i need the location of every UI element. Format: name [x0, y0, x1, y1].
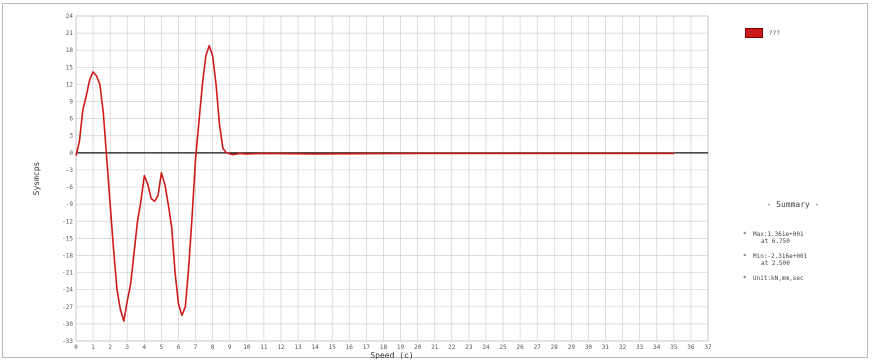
x-tick-label: 19 [397, 344, 405, 351]
x-tick-label: 24 [482, 344, 490, 351]
summary-panel: - Summary - * Max:1.361e+001 at 6.750 * … [743, 200, 843, 290]
x-tick-label: 18 [380, 344, 388, 351]
x-tick-label: 7 [194, 344, 198, 351]
y-tick-label: 6 [69, 116, 73, 123]
y-tick-label: -15 [62, 235, 73, 242]
x-tick-label: 12 [277, 344, 285, 351]
y-tick-label: 24 [66, 13, 74, 20]
x-tick-label: 1 [91, 344, 95, 351]
chart-legend: ??? [745, 28, 780, 38]
y-tick-label: -21 [62, 270, 73, 277]
x-tick-label: 37 [704, 344, 712, 351]
summary-title: - Summary - [766, 200, 820, 209]
x-axis-label: Speed (c) [370, 351, 413, 359]
x-tick-label: 2 [108, 344, 112, 351]
y-tick-label: -24 [62, 287, 73, 294]
legend-swatch [745, 28, 763, 38]
y-tick-label: 18 [66, 47, 74, 54]
x-tick-label: 31 [602, 344, 610, 351]
summary-min-position: at 2.500 [761, 260, 790, 267]
x-tick-label: 32 [619, 344, 627, 351]
x-tick-label: 13 [294, 344, 302, 351]
y-tick-label: -33 [62, 338, 73, 345]
chart-grid [75, 15, 709, 342]
summary-unit-text: Unit:kN,mm,sec [753, 275, 804, 282]
y-tick-label: 21 [66, 30, 74, 37]
x-tick-label: 11 [260, 344, 268, 351]
y-tick-label: -12 [62, 218, 73, 225]
y-tick-label: -18 [62, 252, 73, 259]
x-tick-label: 21 [431, 344, 439, 351]
y-tick-label: 9 [69, 99, 73, 106]
y-tick-label: -3 [66, 167, 74, 174]
summary-item: * Min:-2.316e+001 at 2.500 [743, 253, 808, 267]
x-tick-label: 28 [551, 344, 559, 351]
chart-canvas: 0 1 2 3 4 5 6 7 8 9 10 11 12 13 14 15 16 17 18 19 20 21 22 23 24… [32, 13, 712, 359]
x-tick-label: 29 [568, 344, 576, 351]
x-tick-label: 9 [228, 344, 232, 351]
summary-min-text: Min:-2.316e+001 [753, 253, 808, 260]
x-tick-label: 4 [143, 344, 147, 351]
x-tick-label: 3 [125, 344, 129, 351]
y-tick-label: -6 [66, 184, 74, 191]
y-tick-label: 0 [69, 150, 73, 157]
summary-item: * Max:1.361e+001 at 6.750 [743, 231, 804, 245]
summary-item: * Unit:kN,mm,sec [743, 275, 804, 282]
x-tick-label: 15 [329, 344, 337, 351]
x-tick-label: 27 [534, 344, 542, 351]
x-tick-label: 10 [243, 344, 251, 351]
series-line [75, 44, 674, 322]
x-tick-label: 20 [414, 344, 422, 351]
y-tick-label: -30 [62, 321, 73, 328]
y-axis-label: Sysmcps [32, 161, 41, 195]
y-tick-label: -27 [62, 304, 73, 311]
y-tick-label: 3 [69, 133, 73, 140]
chart-frame: 0 1 2 3 4 5 6 7 8 9 10 11 12 13 14 15 16 17 18 19 20 21 22 23 24… [2, 3, 868, 359]
x-tick-label: 33 [636, 344, 644, 351]
x-tick-label: 36 [687, 344, 695, 351]
x-tick-label: 14 [312, 344, 320, 351]
x-tick-label: 0 [74, 344, 78, 351]
x-tick-label: 17 [363, 344, 371, 351]
legend-label: ??? [769, 29, 780, 37]
chart-lines [75, 44, 708, 322]
x-tick-label: 34 [653, 344, 661, 351]
x-tick-label: 35 [670, 344, 678, 351]
x-tick-label: 22 [448, 344, 456, 351]
x-tick-label: 8 [211, 344, 215, 351]
summary-max-text: Max:1.361e+001 [753, 231, 804, 238]
x-tick-label: 30 [585, 344, 593, 351]
plot-area-border [75, 15, 709, 342]
y-tick-label: 15 [66, 64, 74, 71]
x-tick-label: 16 [346, 344, 354, 351]
x-tick-label: 23 [465, 344, 473, 351]
x-tick-label: 26 [516, 344, 524, 351]
x-tick-label: 5 [160, 344, 164, 351]
x-tick-label: 25 [499, 344, 507, 351]
y-tick-label: -9 [66, 201, 74, 208]
chart-ticks: 0 1 2 3 4 5 6 7 8 9 10 11 12 13 14 15 16 17 18 19 20 21 22 23 24… [62, 13, 712, 351]
y-tick-label: 12 [66, 81, 74, 88]
summary-max-position: at 6.750 [761, 238, 790, 245]
x-tick-label: 6 [177, 344, 181, 351]
